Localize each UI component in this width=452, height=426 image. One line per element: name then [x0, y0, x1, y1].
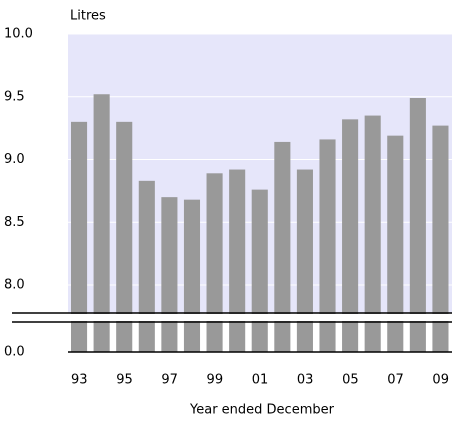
- axis-break-gap: [0, 314, 452, 321]
- bar: [93, 94, 110, 353]
- bar: [387, 135, 404, 352]
- bar: [342, 119, 359, 352]
- bar: [319, 139, 336, 352]
- x-tick-label: 95: [116, 373, 133, 388]
- y-axis-label: Litres: [70, 9, 106, 24]
- x-tick-label: 99: [207, 373, 224, 388]
- y-tick-label: 0.0: [4, 345, 25, 360]
- bar: [206, 173, 223, 352]
- x-axis-label: Year ended December: [189, 403, 335, 418]
- bar: [229, 169, 246, 352]
- x-tick-label: 03: [297, 373, 314, 388]
- y-tick-label: 10.0: [4, 27, 33, 42]
- bar: [183, 199, 201, 352]
- x-tick-label: 97: [161, 373, 178, 388]
- x-tick-label: 07: [387, 373, 404, 388]
- bar: [274, 141, 291, 352]
- bar: [161, 197, 178, 352]
- bar: [296, 169, 313, 352]
- x-tick-label: 05: [342, 373, 359, 388]
- y-tick-label: 8.0: [4, 278, 25, 293]
- x-tick-label: 09: [432, 373, 449, 388]
- y-tick-label: 9.5: [4, 89, 25, 104]
- bar: [116, 121, 133, 352]
- bar: [251, 189, 268, 352]
- bar: [409, 98, 426, 352]
- y-tick-label: 8.5: [4, 215, 25, 230]
- x-tick-label: 93: [71, 373, 88, 388]
- bar: [364, 115, 381, 352]
- x-tick-label: 01: [252, 373, 269, 388]
- y-tick-label: 9.0: [4, 152, 25, 167]
- bar: [432, 125, 449, 353]
- bar: [71, 121, 88, 352]
- bar: [138, 180, 155, 352]
